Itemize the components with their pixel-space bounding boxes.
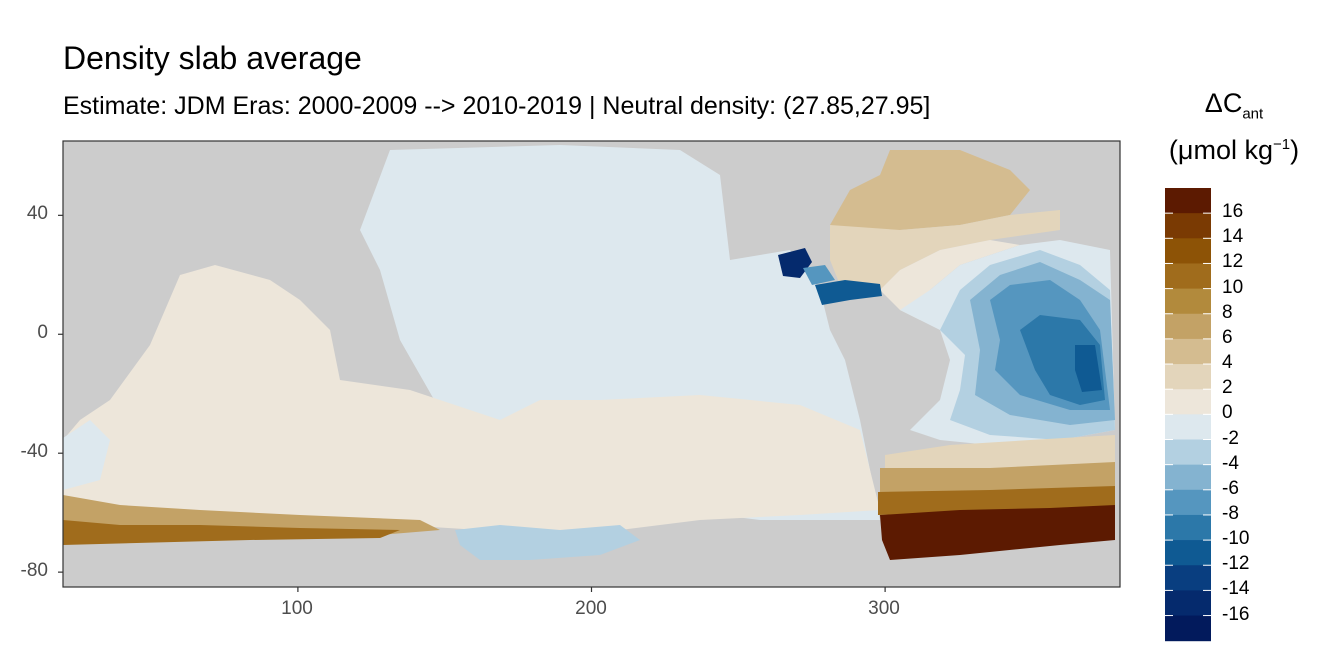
legend-label: 4 [1222,352,1233,374]
north-atlantic-mid [830,210,1060,290]
caribbean-a [815,280,882,305]
x-tick-label: 200 [575,598,607,619]
legend-swatch [1165,414,1211,440]
southern-band-west-dark [63,520,400,545]
y-tick-label: 40 [26,203,48,224]
legend-swatch [1165,565,1211,591]
legend-label: -2 [1222,427,1239,449]
caribbean-b [803,265,835,285]
legend-swatch [1165,188,1211,214]
legend-swatch [1165,238,1211,264]
legend-title-main: ΔC [1204,88,1243,118]
legend-label: 10 [1222,276,1244,298]
south-pacific-light [63,420,110,490]
legend-swatch [1165,263,1211,290]
y-tick-label: -80 [20,560,48,581]
legend-swatch [1165,213,1211,239]
legend-label: 8 [1222,301,1233,323]
axis-tick-marks [58,214,886,592]
chart-subtitle: Estimate: JDM Eras: 2000-2009 --> 2010-2… [63,92,931,120]
legend-label: -10 [1222,528,1250,550]
north-atlantic-subpolar [830,150,1030,235]
weddell-sea [880,505,1115,560]
legend-unit-sup: −1 [1272,136,1291,153]
legend-title: ΔCant [1166,88,1302,122]
legend-label: -16 [1222,603,1250,625]
legend-unit-end: ) [1290,135,1300,165]
legend-swatch [1165,540,1211,566]
legend-label: -8 [1222,502,1239,524]
legend-swatch [1165,464,1211,491]
legend-colorbar [1165,188,1211,642]
legend-swatch [1165,615,1211,642]
chart-title: Density slab average [63,40,362,76]
y-tick-label: 0 [37,322,48,343]
legend-unit-main: (μmol kg [1168,135,1273,165]
legend-swatch [1165,313,1211,340]
ross-sea-region [455,525,640,560]
legend-label: -4 [1222,452,1239,474]
legend-label: -12 [1222,553,1250,575]
legend-swatch [1165,590,1211,617]
legend-swatch [1165,514,1211,541]
legend-swatch [1165,439,1211,466]
legend-label: -6 [1222,477,1239,499]
gulf-of-mexico [778,248,812,278]
indian-ocean-region [63,265,880,540]
legend-label: -14 [1222,578,1250,600]
legend-label: 0 [1222,402,1233,424]
atlantic-b6 [1075,345,1102,392]
x-tick-label: 100 [281,598,313,619]
legend-label: 12 [1222,251,1244,273]
legend-swatch [1165,338,1211,365]
south-atlantic-band-1 [885,435,1115,470]
legend-swatch [1165,288,1211,315]
legend-label: 2 [1222,377,1233,399]
legend-label: 14 [1222,226,1244,248]
legend-swatch [1165,364,1211,390]
legend-title-sub: ant [1242,105,1264,123]
south-atlantic-band-2 [880,462,1115,495]
y-tick-label: -40 [20,441,48,462]
x-tick-label: 300 [868,598,900,619]
legend-swatch [1165,389,1211,415]
legend-swatch [1165,489,1211,516]
legend-unit: (μmol kg−1) [1166,135,1302,166]
legend-label: 16 [1222,201,1244,223]
legend-label: 6 [1222,326,1233,348]
